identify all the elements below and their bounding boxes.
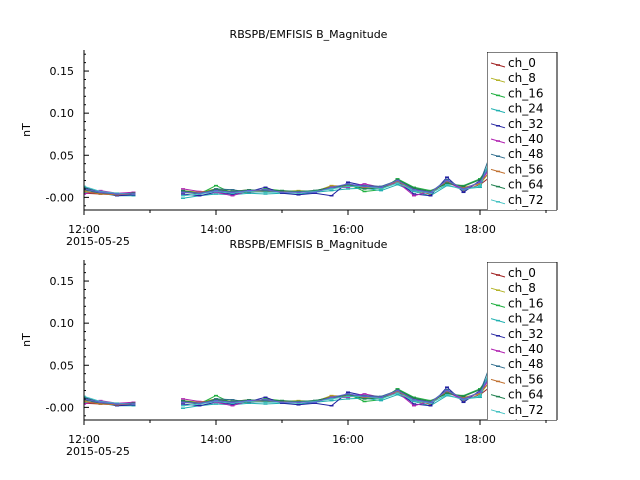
- chart-panel-1: RBSPB/EMFISIS B_Magnitude nT -0.00 0.05 0.10…: [20, 238, 558, 458]
- legend-label: ch_80: [508, 418, 543, 432]
- y-tick-label: -0.00: [46, 191, 74, 204]
- y-tick-label: 0.05: [50, 149, 75, 162]
- legend-box: [487, 262, 558, 420]
- legend-label: ch_8: [508, 71, 536, 85]
- x-tick-label: 18:00: [464, 223, 496, 236]
- chart-title: RBSPB/EMFISIS B_Magnitude: [230, 28, 388, 41]
- legend-label: ch_48: [508, 357, 543, 371]
- chart-title: RBSPB/EMFISIS B_Magnitude: [230, 238, 388, 251]
- y-axis-label: nT: [20, 333, 33, 347]
- x-tick-label: 14:00: [200, 433, 232, 446]
- chart-panel-0: RBSPB/EMFISIS B_Magnitude nT -0.00 0.05 0.10…: [20, 28, 558, 248]
- legend-label: ch_72: [508, 403, 543, 417]
- x-tick-label: 12:00: [68, 433, 100, 446]
- legend-label: ch_24: [508, 102, 543, 116]
- legend: ch_0ch_8ch_16 ch_24ch_32ch_40ch_48ch_56ch…: [487, 52, 558, 222]
- legend-label: ch_40: [508, 132, 543, 146]
- legend-label: ch_0: [508, 56, 536, 70]
- x-tick-label: 12:00: [68, 223, 100, 236]
- legend-label: ch_16: [508, 86, 543, 100]
- legend-label: ch_48: [508, 147, 543, 161]
- x-tick-label: 18:00: [464, 433, 496, 446]
- legend-label: ch_32: [508, 327, 543, 341]
- date-label: 2015-05-25: [66, 445, 130, 458]
- legend-label: ch_64: [508, 388, 543, 402]
- y-tick-label: 0.05: [50, 359, 75, 372]
- legend-label: ch_32: [508, 117, 543, 131]
- legend-box: [487, 52, 558, 210]
- legend-label: ch_56: [508, 372, 543, 386]
- legend: ch_0ch_8ch_16 ch_24ch_32ch_40ch_48ch_56ch…: [487, 262, 558, 432]
- y-tick-label: 0.10: [50, 107, 75, 120]
- x-tick-label: 16:00: [332, 433, 364, 446]
- y-tick-label: -0.00: [46, 401, 74, 414]
- legend-swatch-ch_80: [491, 425, 505, 429]
- legend-label: ch_8: [508, 281, 536, 295]
- legend-label: ch_72: [508, 193, 543, 207]
- legend-label: ch_24: [508, 312, 543, 326]
- y-tick-label: 0.15: [50, 65, 75, 78]
- legend-label: ch_56: [508, 162, 543, 176]
- x-tick-label: 14:00: [200, 223, 232, 236]
- legend-swatch-ch_80: [491, 215, 505, 219]
- series-line-ch_80: [84, 188, 134, 195]
- series-line-ch_80: [84, 398, 134, 405]
- legend-label: ch_80: [508, 208, 543, 222]
- legend-label: ch_0: [508, 266, 536, 280]
- y-tick-label: 0.15: [50, 275, 75, 288]
- y-tick-label: 0.10: [50, 317, 75, 330]
- legend-label: ch_40: [508, 342, 543, 356]
- x-tick-label: 16:00: [332, 223, 364, 236]
- date-label: 2015-05-25: [66, 235, 130, 248]
- legend-label: ch_64: [508, 178, 543, 192]
- legend-label: ch_16: [508, 296, 543, 310]
- y-axis-label: nT: [20, 123, 33, 137]
